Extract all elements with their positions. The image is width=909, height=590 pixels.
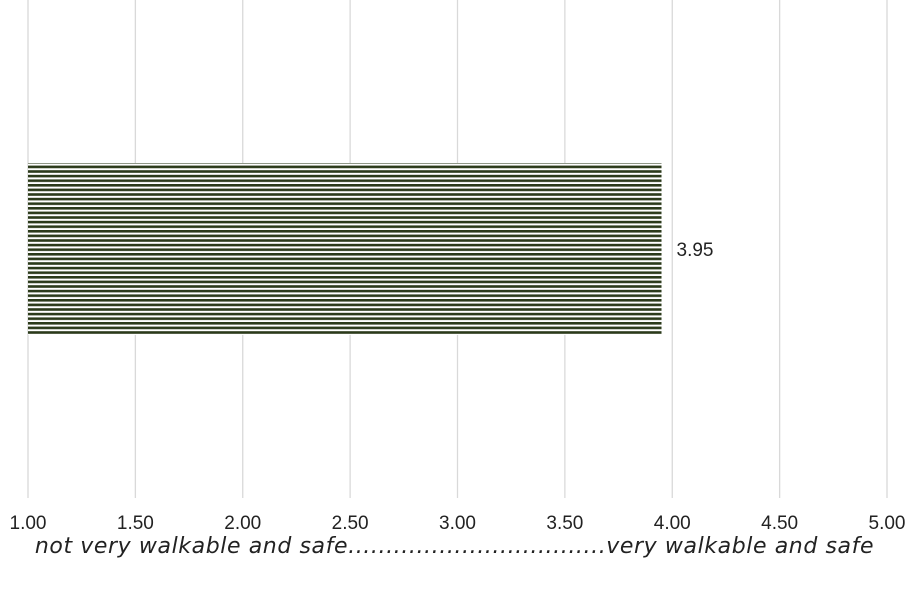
x-tick-label: 2.50 <box>332 513 369 534</box>
x-tick-label: 2.00 <box>224 513 261 534</box>
x-tick-label: 3.50 <box>546 513 583 534</box>
x-tick-label: 3.00 <box>439 513 476 534</box>
x-tick-label: 5.00 <box>869 513 906 534</box>
bars <box>28 163 662 335</box>
x-tick-label: 4.00 <box>654 513 691 534</box>
x-tick-label: 1.00 <box>10 513 47 534</box>
bar <box>28 163 662 335</box>
x-tick-label: 1.50 <box>117 513 154 534</box>
x-tick-label: 4.50 <box>761 513 798 534</box>
x-tick-labels: 1.00 1.50 2.00 2.50 3.00 3.50 4.00 4.50 5.00 <box>10 513 906 534</box>
bar-data-label: 3.95 <box>677 240 714 261</box>
data-labels: 3.95 <box>677 240 714 261</box>
x-axis-label: not very walkable and safe..............… <box>34 534 875 559</box>
